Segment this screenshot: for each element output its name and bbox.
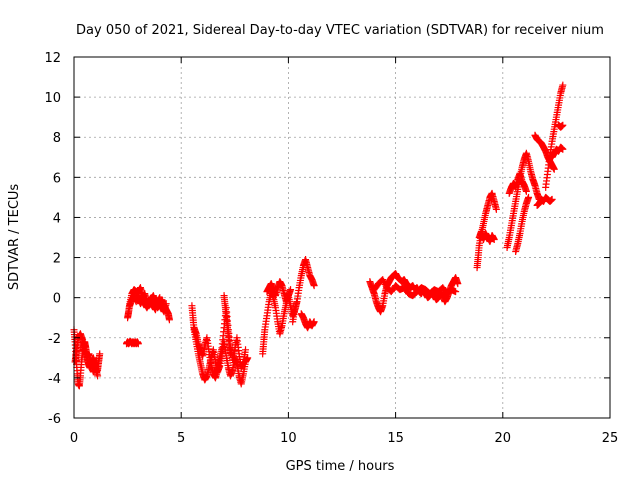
data-point-seg-n bbox=[452, 288, 460, 296]
data-point-seg-v bbox=[559, 81, 567, 89]
y-tick-label: 4 bbox=[53, 211, 61, 226]
y-tick-label: 8 bbox=[53, 131, 61, 146]
x-tick-label: 10 bbox=[280, 431, 297, 446]
data-point-seg-n bbox=[381, 280, 389, 288]
data-point-seg-u bbox=[548, 195, 556, 203]
data-point-seg-h bbox=[227, 350, 235, 358]
data-point-seg-l bbox=[310, 318, 318, 326]
axis-ticks: 0 5 10 15 20 25 -6 -4 -2 0 2 4 6 8 10 12 bbox=[44, 51, 618, 446]
data-point-seg-n bbox=[380, 279, 388, 287]
y-tick-label: -6 bbox=[48, 412, 61, 427]
data-point-seg-x bbox=[559, 121, 567, 129]
chart-title: Day 050 of 2021, Sidereal Day-to-day VTE… bbox=[76, 23, 604, 38]
x-tick-label: 5 bbox=[177, 431, 185, 446]
x-tick-label: 0 bbox=[70, 431, 78, 446]
y-tick-label: 6 bbox=[53, 171, 61, 186]
y-tick-label: -4 bbox=[48, 372, 61, 387]
data-point-seg-f bbox=[244, 354, 252, 362]
data-point-seg-s bbox=[525, 193, 533, 201]
data-point-seg-o bbox=[492, 205, 500, 213]
y-tick-label: 2 bbox=[53, 252, 61, 267]
data-point-seg-a bbox=[96, 350, 104, 358]
data-point-seg-d bbox=[165, 316, 173, 324]
y-tick-label: 12 bbox=[44, 51, 61, 66]
data-marks bbox=[70, 81, 567, 390]
data-point-seg-p bbox=[490, 236, 498, 244]
y-tick-label: -2 bbox=[48, 332, 61, 347]
data-point-seg-b bbox=[94, 372, 102, 380]
data-point-seg-w bbox=[559, 145, 567, 153]
data-point-seg-k bbox=[310, 282, 318, 290]
x-tick-label: 20 bbox=[495, 431, 512, 446]
data-point-seg-e bbox=[162, 300, 170, 308]
y-tick-label: 10 bbox=[44, 91, 61, 106]
plot-frame bbox=[73, 56, 611, 419]
data-point-seg-n bbox=[380, 277, 388, 285]
y-tick-label: 0 bbox=[53, 292, 61, 307]
y-axis-label: SDTVAR / TECUs bbox=[7, 184, 22, 291]
x-tick-label: 15 bbox=[387, 431, 404, 446]
data-point-seg-t bbox=[550, 165, 558, 173]
data-point-seg-m bbox=[454, 280, 462, 288]
data-point-seg-c bbox=[134, 340, 142, 348]
x-tick-label: 25 bbox=[602, 431, 619, 446]
x-axis-label: GPS time / hours bbox=[286, 459, 395, 474]
data-point-seg-n bbox=[379, 276, 387, 284]
data-point-seg-g bbox=[242, 346, 250, 354]
grid bbox=[74, 57, 610, 418]
data-point-seg-r bbox=[522, 187, 530, 195]
data-point-seg-j bbox=[287, 286, 295, 294]
